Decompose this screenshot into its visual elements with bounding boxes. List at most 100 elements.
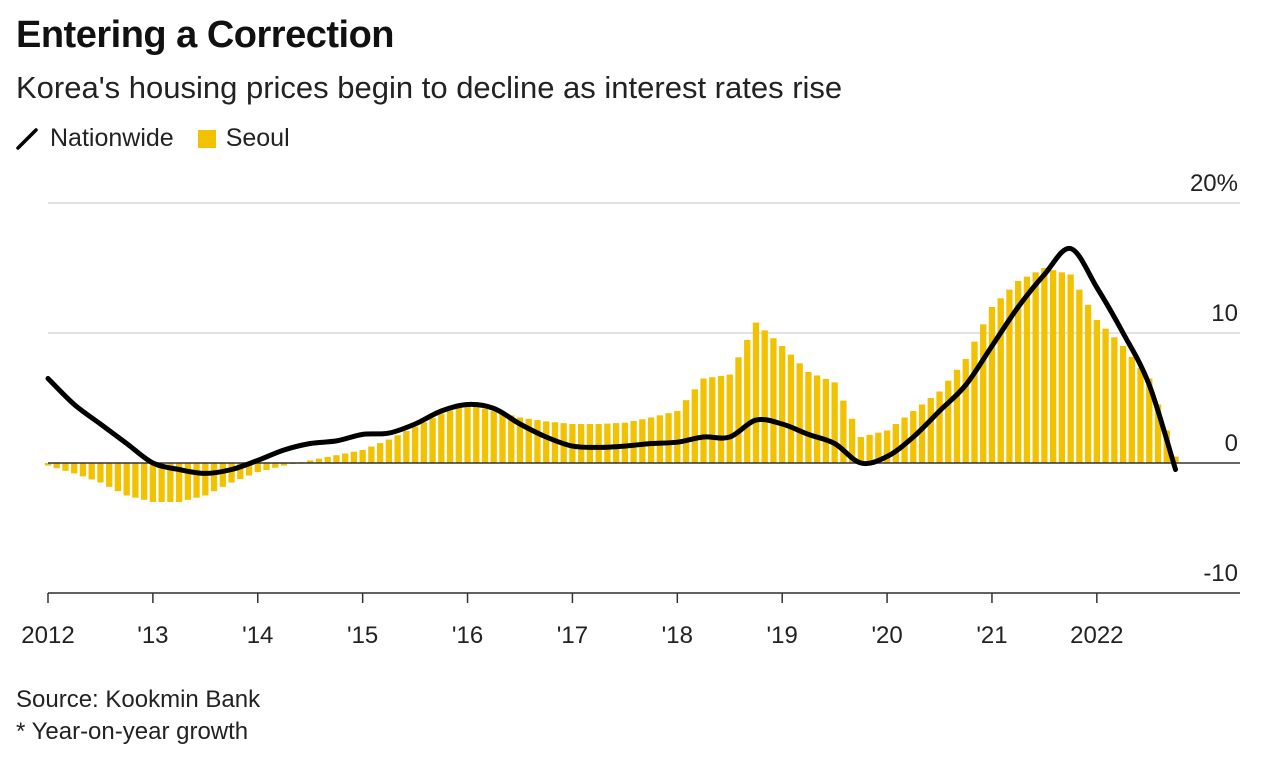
- seoul-bar: [752, 322, 760, 463]
- seoul-bar: [796, 363, 803, 463]
- y-tick-label: 0: [1225, 430, 1238, 457]
- seoul-bar: [1084, 304, 1092, 463]
- seoul-bar: [1111, 337, 1118, 463]
- seoul-bar: [516, 417, 524, 463]
- seoul-bar: [1146, 378, 1153, 463]
- seoul-bar: [315, 458, 323, 463]
- seoul-bar: [621, 422, 629, 463]
- seoul-bar: [455, 407, 462, 463]
- seoul-bar: [682, 400, 690, 463]
- seoul-bar: [385, 439, 393, 463]
- x-tick-label: '17: [557, 622, 588, 649]
- seoul-bar: [140, 463, 148, 500]
- seoul-bar: [1015, 281, 1022, 463]
- y-axis-labels: 20% 10 0 -10: [1190, 170, 1238, 587]
- seoul-bar: [202, 463, 209, 496]
- seoul-bar: [184, 463, 191, 500]
- x-tick-label: '15: [347, 622, 378, 649]
- seoul-bar: [883, 430, 891, 463]
- seoul-bar: [420, 422, 427, 463]
- seoul-bar: [1067, 274, 1074, 463]
- seoul-bar: [770, 338, 777, 463]
- seoul-bar: [787, 354, 795, 463]
- seoul-bar: [88, 463, 95, 480]
- seoul-bar: [717, 375, 725, 463]
- seoul-bar: [918, 404, 926, 463]
- seoul-bar: [1076, 289, 1083, 463]
- footnote: * Year-on-year growth: [16, 718, 249, 745]
- seoul-bar: [79, 463, 87, 477]
- seoul-bar: [263, 463, 270, 470]
- seoul-bar: [1006, 289, 1013, 463]
- seoul-bar: [228, 463, 235, 483]
- seoul-bar: [97, 463, 104, 483]
- seoul-bar: [114, 463, 122, 492]
- seoul-bar: [630, 420, 637, 463]
- seoul-bar: [307, 460, 314, 463]
- seoul-bar: [280, 463, 288, 466]
- seoul-bar: [71, 463, 78, 474]
- seoul-bar: [962, 359, 969, 463]
- chart-plot: 20% 10 0 -10 2012 '13 '14 '15 '16 '17 '18 '19 '20 '2…: [21, 170, 1240, 649]
- seoul-bar: [237, 463, 244, 480]
- nationwide-line-layer: [45, 245, 1179, 476]
- seoul-bar: [735, 357, 742, 463]
- seoul-bar: [1058, 272, 1066, 463]
- seoul-bar: [525, 418, 532, 463]
- seoul-bar: [997, 298, 1004, 463]
- seoul-bar: [508, 415, 515, 463]
- chart-title: Entering a Correction: [16, 14, 395, 56]
- seoul-bar: [123, 463, 130, 496]
- seoul-bar: [866, 434, 873, 463]
- seoul-bar: [875, 432, 882, 463]
- seoul-bar: [359, 450, 366, 463]
- seoul-bar: [446, 410, 454, 463]
- seoul-bar: [726, 374, 733, 463]
- seoul-bar: [936, 391, 943, 463]
- x-tick-label: '20: [871, 622, 902, 649]
- seoul-bar: [647, 417, 655, 463]
- seoul-bar: [691, 389, 698, 463]
- seoul-bar: [1128, 356, 1135, 463]
- seoul-bar: [857, 437, 865, 463]
- seoul-bar: [158, 463, 165, 502]
- seoul-bar: [840, 400, 847, 463]
- seoul-bar: [1102, 328, 1109, 463]
- x-tick-label: '21: [976, 622, 1007, 649]
- legend-item-seoul: Seoul: [197, 124, 290, 153]
- legend-label-seoul: Seoul: [225, 124, 290, 152]
- seoul-bar: [1119, 346, 1127, 463]
- seoul-bar: [761, 330, 768, 463]
- seoul-bar: [149, 463, 157, 502]
- seoul-bar: [595, 424, 602, 463]
- seoul-bar: [429, 417, 436, 463]
- seoul-bar: [656, 415, 663, 463]
- seoul-bar: [193, 463, 200, 498]
- seoul-bar: [1172, 456, 1179, 463]
- x-tick-label: 2022: [1070, 622, 1123, 649]
- seoul-bars: [44, 268, 1179, 502]
- seoul-bar: [586, 424, 594, 463]
- seoul-bar: [1032, 272, 1039, 463]
- seoul-bar: [53, 463, 60, 469]
- seoul-bar: [210, 463, 218, 492]
- seoul-bar: [62, 463, 69, 471]
- seoul-bar: [473, 406, 480, 463]
- seoul-bar: [1049, 270, 1057, 463]
- seoul-bar: [612, 423, 620, 463]
- seoul-bar: [848, 418, 856, 463]
- seoul-bar: [350, 451, 358, 463]
- seoul-bar: [411, 426, 419, 463]
- seoul-bar: [945, 380, 952, 463]
- seoul-bar: [831, 382, 838, 463]
- seoul-bar: [980, 324, 987, 463]
- seoul-bar: [394, 435, 401, 463]
- seoul-bar: [700, 378, 707, 463]
- line-swatch-icon: [16, 127, 38, 150]
- nationwide-line: [45, 245, 1179, 476]
- seoul-bar: [1041, 268, 1048, 463]
- y-tick-label: 10: [1211, 300, 1238, 327]
- seoul-bar: [604, 423, 611, 463]
- seoul-bar: [953, 369, 961, 463]
- seoul-bar: [534, 420, 541, 463]
